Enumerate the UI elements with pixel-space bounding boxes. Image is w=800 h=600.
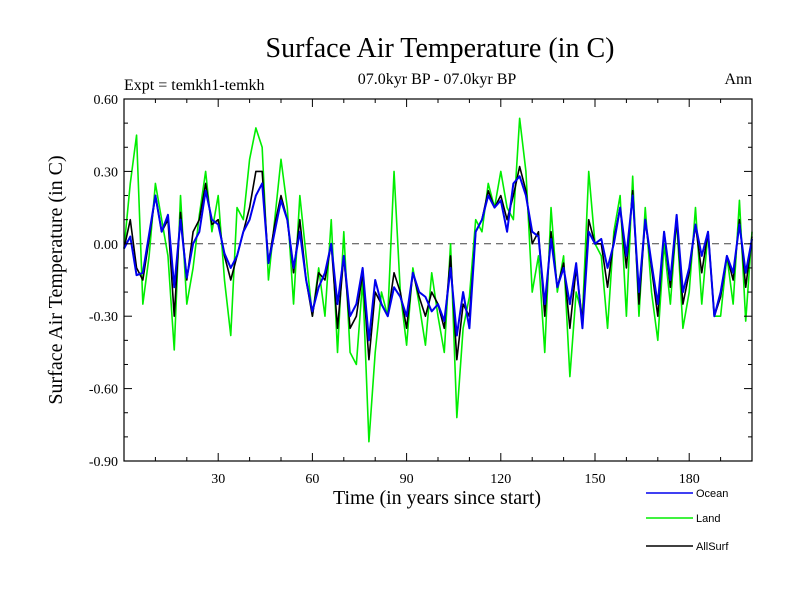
experiment-label: Expt = temkh1-temkh — [124, 77, 265, 94]
chart-title: Surface Air Temperature (in C) — [266, 33, 615, 64]
y-tick-label: -0.30 — [89, 310, 118, 325]
series-layer — [123, 117, 753, 443]
y-tick-label: 0.60 — [94, 93, 119, 108]
x-tick-label: 120 — [490, 472, 511, 487]
y-tick-label: 0.00 — [94, 238, 119, 253]
x-axis-title: Time (in years since start) — [333, 487, 541, 509]
x-tick-label: 90 — [400, 472, 414, 487]
plot-frame — [123, 98, 753, 462]
x-axis: 30 60 90 120 150 180 — [154, 99, 722, 487]
x-tick-label: 180 — [679, 472, 700, 487]
x-tick-label: 60 — [305, 472, 319, 487]
y-tick-label: -0.90 — [89, 455, 118, 470]
y-tick-label: -0.60 — [89, 383, 118, 398]
series-line-ocean — [123, 175, 753, 342]
x-tick-label: 150 — [585, 472, 606, 487]
legend-item-ocean: Ocean — [646, 488, 728, 500]
legend-item-land: Land — [646, 513, 720, 525]
legend-label-allsurf: AllSurf — [696, 541, 729, 553]
series-line-land — [123, 117, 753, 443]
legend-item-allsurf: AllSurf — [646, 541, 729, 553]
y-tick-label: 0.30 — [94, 165, 119, 180]
y-axis: 0.60 0.30 0.00 -0.30 -0.60 -0.90 — [89, 93, 752, 470]
x-tick-label: 30 — [211, 472, 225, 487]
y-axis-title: Surface Air Temperature (in C) — [45, 155, 67, 404]
legend-label-ocean: Ocean — [696, 488, 728, 500]
period-label: 07.0kyr BP - 07.0kyr BP — [358, 71, 517, 88]
season-label: Ann — [724, 71, 752, 88]
legend: Ocean Land AllSurf — [646, 488, 729, 553]
legend-label-land: Land — [696, 513, 720, 525]
